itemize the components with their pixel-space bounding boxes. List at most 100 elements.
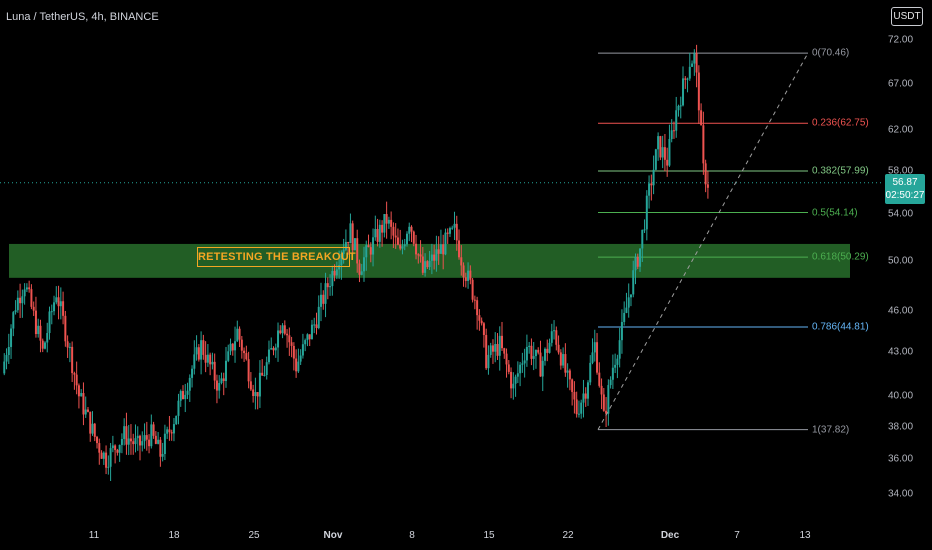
candle-body [523, 360, 526, 364]
candle-body [211, 361, 214, 365]
candle-body [577, 413, 580, 415]
candle-body [310, 324, 313, 340]
candle-body [650, 183, 653, 186]
candle-body [641, 229, 644, 249]
candle-body [460, 257, 463, 266]
price-tick-label: 36.00 [888, 453, 914, 465]
candle-body [19, 297, 22, 304]
candle-body [349, 223, 352, 244]
time-tick-label: 25 [248, 530, 260, 541]
time-tick-label: 15 [483, 530, 495, 541]
candle-body [62, 301, 65, 316]
candle-body [46, 333, 49, 343]
candle-body [12, 312, 15, 329]
candle-body [317, 306, 320, 329]
candle-body [57, 297, 60, 307]
candle-body [270, 348, 273, 350]
candle-body [412, 231, 415, 244]
candle-body [150, 424, 153, 447]
candle-body [320, 294, 323, 307]
time-tick-label: Nov [323, 530, 343, 541]
candle-body [387, 219, 390, 224]
candle-body [48, 311, 51, 334]
candle-body [491, 345, 494, 352]
candle-body [401, 246, 404, 249]
candle-body [469, 270, 472, 280]
candle-body [428, 260, 431, 268]
candle-body [342, 249, 345, 255]
last-price-badge: 56.87 02:50:27 [885, 174, 925, 204]
candle-body [695, 53, 698, 73]
candle-body [691, 63, 694, 67]
candle-body [71, 346, 74, 374]
candle-body [191, 368, 194, 378]
candle-body [616, 358, 619, 365]
fib-level-label: 0.618(50.29) [812, 251, 869, 263]
candle-body [575, 399, 578, 415]
candle-body [383, 214, 386, 233]
price-tick-label: 54.00 [888, 208, 914, 220]
candle-body [476, 300, 479, 316]
candle-body [702, 125, 705, 164]
candle-body [206, 354, 209, 363]
candle-body [496, 344, 499, 356]
currency-badge[interactable]: USDT [891, 7, 923, 26]
time-tick-label: 13 [799, 530, 811, 541]
candle-body [281, 325, 284, 334]
candle-body [487, 354, 490, 369]
candle-body [14, 310, 17, 313]
candle-body [340, 254, 343, 266]
candle-body [125, 426, 128, 445]
candle-body [607, 385, 610, 414]
candle-body [215, 380, 218, 391]
candle-body [686, 78, 689, 80]
candle-body [372, 237, 375, 255]
candle-body [297, 361, 300, 372]
candle-body [188, 377, 191, 391]
candle-body [550, 331, 553, 343]
candle-body [306, 334, 309, 341]
candle-body [360, 271, 363, 275]
candle-body [555, 330, 558, 345]
candle-body [426, 261, 429, 268]
candle-body [410, 226, 413, 232]
candle-body [396, 237, 399, 245]
candle-body [66, 341, 69, 348]
candle-body [64, 315, 67, 342]
candle-body [356, 238, 359, 264]
candle-body [494, 344, 497, 352]
candle-body [605, 410, 608, 414]
candle-body [186, 390, 189, 395]
candle-body [127, 438, 130, 445]
fib-level-label: 0(70.46) [812, 47, 850, 59]
candle-body [243, 350, 246, 354]
candle-body [218, 383, 221, 391]
candle-body [204, 354, 207, 363]
candle-body [503, 348, 506, 354]
candle-body [322, 294, 325, 304]
candle-body [238, 328, 241, 340]
candle-body [335, 269, 338, 276]
candle-body [546, 348, 549, 353]
candle-body [59, 301, 62, 307]
candle-body [363, 257, 365, 272]
candle-body [231, 343, 234, 351]
candle-body [329, 286, 332, 288]
candle-body [435, 249, 438, 261]
candle-body [286, 333, 289, 336]
candle-body [351, 223, 354, 251]
candle-body [602, 394, 605, 411]
candle-body [376, 229, 379, 242]
candle-body [30, 289, 33, 307]
candle-body [444, 232, 447, 255]
candle-body [648, 183, 651, 196]
price-tick-label: 50.00 [888, 255, 914, 267]
candle-body [433, 254, 436, 261]
candle-body [197, 347, 200, 360]
price-tick-label: 38.00 [888, 421, 914, 433]
candle-body [157, 439, 160, 444]
candle-body [32, 306, 35, 311]
candle-body [482, 323, 485, 335]
candle-body [458, 240, 461, 258]
